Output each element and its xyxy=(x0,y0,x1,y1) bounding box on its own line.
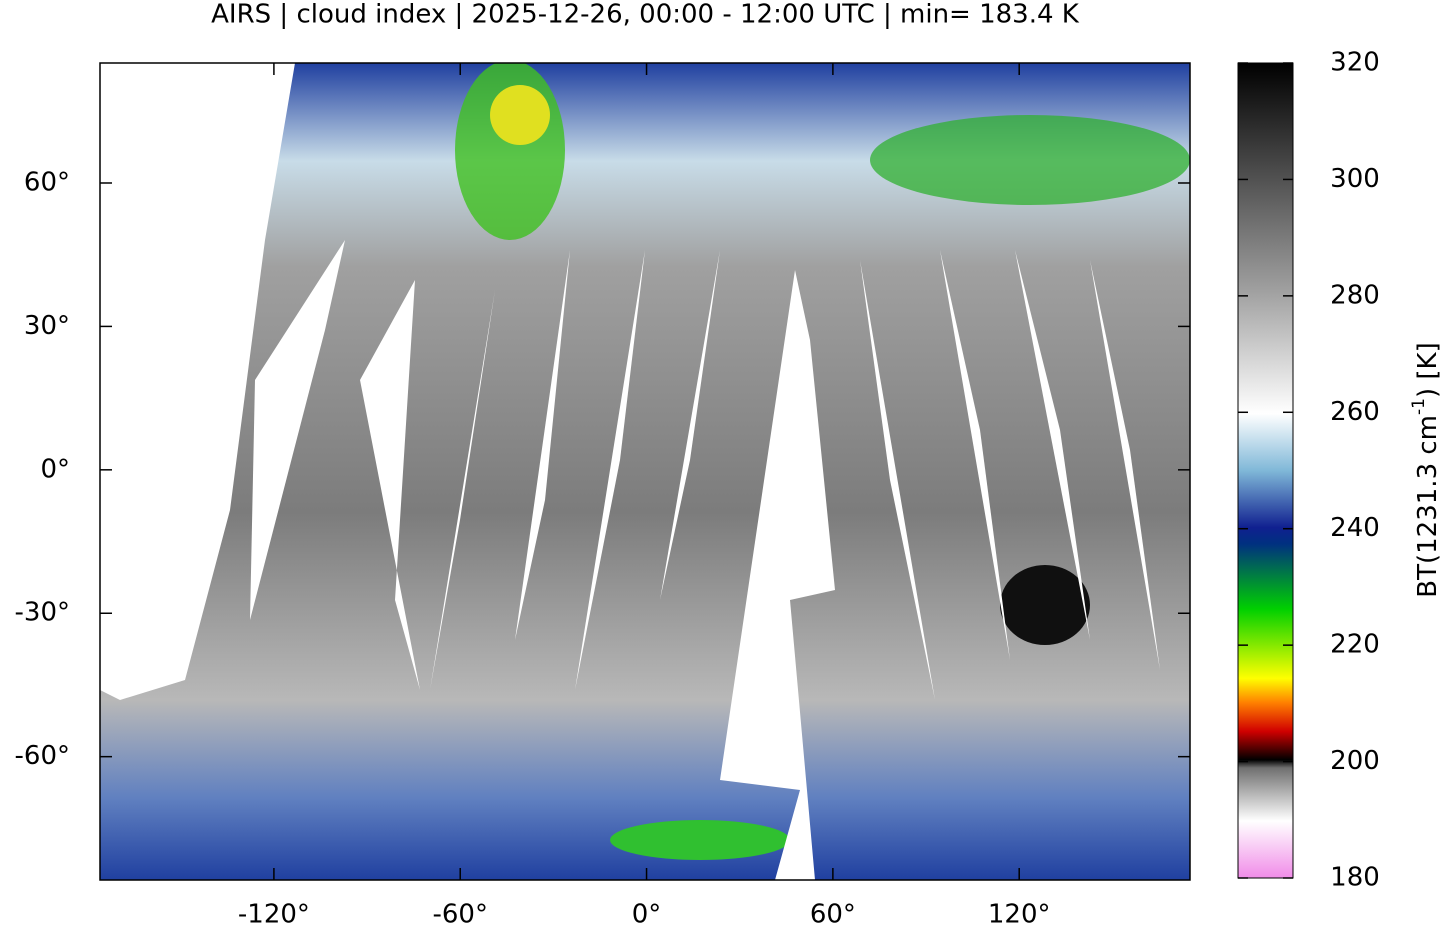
cloud-area xyxy=(490,85,550,145)
colorbar-tick-label: 280 xyxy=(1330,280,1380,310)
y-tick-label: 0° xyxy=(40,454,70,484)
colorbar-tick-label: 300 xyxy=(1330,164,1380,194)
colorbar-label-base: BT(1231.3 cm xyxy=(1413,415,1442,598)
cloud-area xyxy=(870,115,1190,205)
map-image xyxy=(100,60,1190,880)
colorbar-tick-label: 200 xyxy=(1330,746,1380,776)
colorbar-tick-label: 320 xyxy=(1330,48,1380,78)
warm-area xyxy=(1000,565,1090,645)
colorbar-label: BT(1231.3 cm-1) [K] xyxy=(1409,342,1442,597)
colorbar-tick-label: 260 xyxy=(1330,397,1380,427)
x-tick-label: -120° xyxy=(238,900,310,930)
y-tick-label: -30° xyxy=(15,598,70,628)
colorbar xyxy=(1238,63,1293,878)
cloud-area xyxy=(610,820,790,860)
x-tick-label: -60° xyxy=(432,900,487,930)
colorbar-tick-label: 180 xyxy=(1330,863,1380,893)
y-tick-label: -60° xyxy=(15,741,70,771)
colorbar-label-rest: ) [K] xyxy=(1413,342,1442,398)
colorbar-tick-label: 240 xyxy=(1330,513,1380,543)
y-tick-label: 60° xyxy=(24,167,70,197)
chart-title: AIRS | cloud index | 2025-12-26, 00:00 -… xyxy=(211,0,1080,30)
x-tick-label: 120° xyxy=(988,900,1051,930)
x-tick-label: 60° xyxy=(810,900,856,930)
x-tick-label: 0° xyxy=(632,900,662,930)
colorbar-tick-label: 220 xyxy=(1330,630,1380,660)
y-tick-label: 30° xyxy=(24,311,70,341)
colorbar-label-sup: -1 xyxy=(1409,398,1429,415)
